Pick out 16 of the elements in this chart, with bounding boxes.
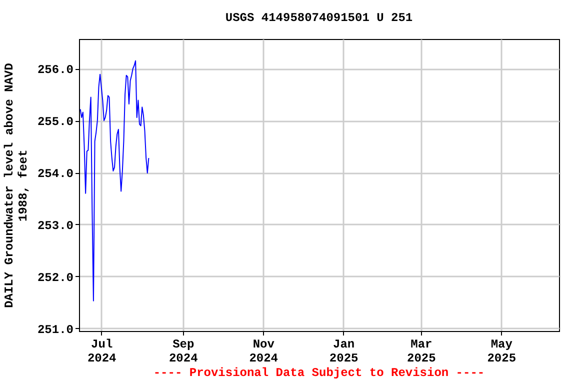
chart-title: USGS 414958074091501 U 251 bbox=[225, 11, 413, 25]
x-tick-label: Jul 2024 bbox=[87, 338, 116, 366]
line-series bbox=[80, 60, 150, 302]
y-tick-label: 253.0 bbox=[37, 218, 74, 233]
x-tick-label: Mar 2025 bbox=[407, 338, 436, 366]
y-tick-label: 256.0 bbox=[37, 63, 74, 78]
y-tick-label: 254.0 bbox=[37, 167, 74, 182]
x-tick-label: Jan 2025 bbox=[329, 338, 358, 366]
y-tick-label: 252.0 bbox=[37, 270, 74, 285]
text: ---- Provisional Data Subject to Revision ---- bbox=[152, 366, 486, 380]
x-tick-label: Sep 2024 bbox=[168, 338, 198, 366]
y-axis-title: DAILY Groundwater level above NAVD 1988, feet bbox=[2, 63, 30, 308]
x-tick-label: May 2025 bbox=[487, 338, 516, 366]
y-tick-label: 255.0 bbox=[37, 115, 74, 130]
y-tick-label: 251.0 bbox=[37, 322, 74, 337]
x-tick-label: Nov 2024 bbox=[249, 338, 278, 366]
